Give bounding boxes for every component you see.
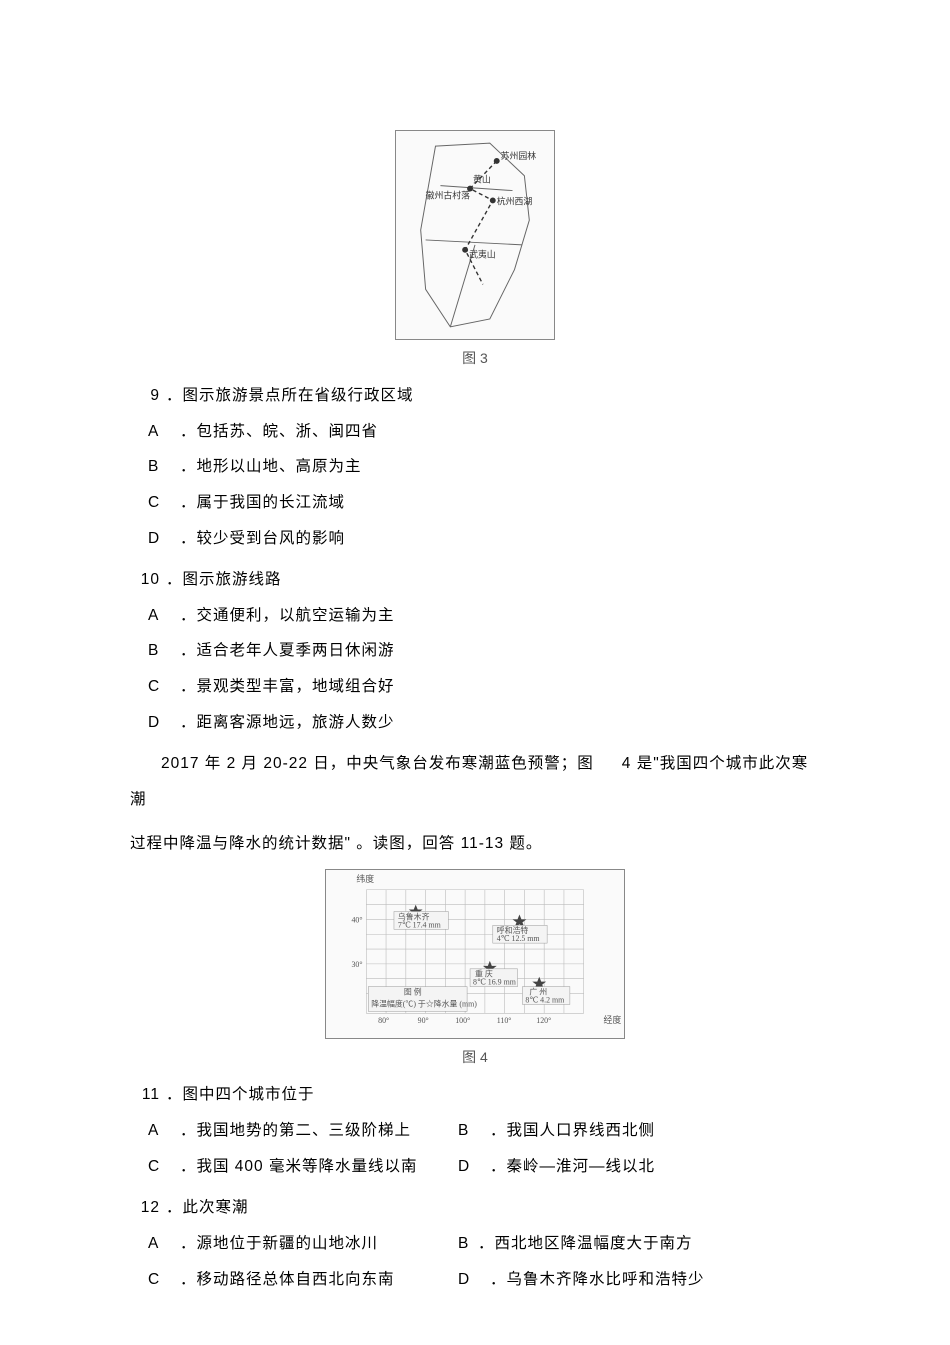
- q9-number: 9: [130, 378, 166, 414]
- question-12: 12．此次寒潮 A．源地位于新疆的山地冰川 B．西北地区降温幅度大于南方 C．移…: [130, 1190, 820, 1297]
- question-10: 10．图示旅游线路 A．交通便利，以航空运输为主 B．适合老年人夏季两日休闲游 …: [130, 562, 820, 740]
- q12-number: 12: [130, 1190, 166, 1226]
- q12-opt-d: ．乌鲁木齐降水比呼和浩特少: [490, 1262, 705, 1298]
- q11-opt-a-label: A: [148, 1113, 180, 1149]
- q11-opt-d-label: D: [458, 1149, 490, 1185]
- fig4-ytick-30: 30°: [351, 960, 362, 969]
- q12-opt-a: ．源地位于新疆的山地冰川: [180, 1226, 378, 1262]
- q11-opt-a: ．我国地势的第二、三级阶梯上: [180, 1113, 411, 1149]
- q9-opt-c: ．属于我国的长江流域: [180, 485, 345, 521]
- fig4-legend-title: 图 例: [404, 987, 422, 997]
- fig4-xtick-90: 90°: [418, 1017, 429, 1026]
- document-page: 苏州园林 黄山 徽州古村落 杭州西湖 武夷山 图 3 9．图示旅游景点所在省级行…: [0, 0, 950, 1297]
- fig4-x-axis-label: 经度: [603, 1015, 621, 1026]
- label-huangshan: 黄山: [473, 174, 491, 185]
- fig4-city-huhehaote: 呼和浩特 4℃ 12.5 mm: [493, 915, 547, 944]
- question-9: 9．图示旅游景点所在省级行政区域 A．包括苏、皖、浙、闽四省 B．地形以山地、高…: [130, 378, 820, 556]
- q9-opt-a-label: A: [148, 414, 180, 450]
- q10-opt-b: ．适合老年人夏季两日休闲游: [180, 633, 395, 669]
- svg-text:4℃ 12.5 mm: 4℃ 12.5 mm: [497, 934, 541, 943]
- q9-text: ．图示旅游景点所在省级行政区域: [166, 378, 820, 414]
- fig4-city-chongqing: 重 庆 8℃ 16.9 mm: [470, 961, 517, 987]
- q12-opt-c: ．移动路径总体自西北向东南: [180, 1262, 395, 1298]
- svg-text:8℃ 4.2 mm: 8℃ 4.2 mm: [525, 996, 565, 1005]
- figure-3-wrap: 苏州园林 黄山 徽州古村落 杭州西湖 武夷山 图 3: [130, 130, 820, 368]
- svg-text:8℃ 16.9 mm: 8℃ 16.9 mm: [473, 978, 517, 987]
- q10-opt-c-label: C: [148, 669, 180, 705]
- q11-opt-c-label: C: [148, 1149, 180, 1185]
- figure-4-wrap: 纬度 经度 40° 30° 80° 90° 100° 110° 120° 图 例…: [130, 869, 820, 1067]
- intro2-part-a: 2017 年 2 月 20-22 日，中央气象台发布寒潮蓝色预警；图: [161, 755, 594, 772]
- figure-3-map: 苏州园林 黄山 徽州古村落 杭州西湖 武夷山: [395, 130, 555, 340]
- q11-opt-d: ．秦岭—淮河—线以北: [490, 1149, 655, 1185]
- fig4-xtick-110: 110°: [497, 1017, 512, 1026]
- q10-opt-d-label: D: [148, 705, 180, 741]
- fig4-city-guangzhou: 广 州 8℃ 4.2 mm: [522, 977, 569, 1005]
- q10-number: 10: [130, 562, 166, 598]
- q11-opt-c: ．我国 400 毫米等降水量线以南: [180, 1149, 417, 1185]
- q10-opt-d: ．距离客源地远，旅游人数少: [180, 705, 395, 741]
- fig4-ytick-40: 40°: [351, 916, 362, 925]
- fig4-xtick-120: 120°: [536, 1017, 551, 1026]
- q9-opt-d-label: D: [148, 521, 180, 557]
- q10-opt-a-label: A: [148, 598, 180, 634]
- q11-opt-b-label: B: [458, 1113, 490, 1149]
- q12-opt-d-label: D: [458, 1262, 490, 1298]
- q11-opt-b: ．我国人口界线西北侧: [490, 1113, 655, 1149]
- fig4-city-wulumuqi: 乌鲁木齐 7℃ 17.4 mm: [394, 905, 448, 930]
- fig4-xtick-80: 80°: [378, 1017, 389, 1026]
- q9-opt-a: ．包括苏、皖、浙、闽四省: [180, 414, 378, 450]
- label-huizhou: 徽州古村落: [426, 189, 470, 200]
- q12-text: ．此次寒潮: [166, 1190, 820, 1226]
- q12-opt-a-label: A: [148, 1226, 180, 1262]
- intro-paragraph-2b: 过程中降温与降水的统计数据" 。读图，回答 11-13 题。: [130, 826, 820, 862]
- q10-text: ．图示旅游线路: [166, 562, 820, 598]
- figure-4-chart: 纬度 经度 40° 30° 80° 90° 100° 110° 120° 图 例…: [325, 869, 625, 1039]
- q9-opt-b: ．地形以山地、高原为主: [180, 449, 362, 485]
- label-suzhou: 苏州园林: [501, 150, 537, 161]
- q9-opt-c-label: C: [148, 485, 180, 521]
- q9-opt-b-label: B: [148, 449, 180, 485]
- q10-opt-a: ．交通便利，以航空运输为主: [180, 598, 395, 634]
- q10-opt-b-label: B: [148, 633, 180, 669]
- q9-opt-d: ．较少受到台风的影响: [180, 521, 345, 557]
- figure-3-caption: 图 3: [130, 348, 820, 368]
- q11-text: ．图中四个城市位于: [166, 1077, 820, 1113]
- q10-opt-c: ．景观类型丰富，地域组合好: [180, 669, 395, 705]
- label-hangzhou: 杭州西湖: [497, 195, 533, 206]
- intro-paragraph-2: 2017 年 2 月 20-22 日，中央气象台发布寒潮蓝色预警；图4 是"我国…: [130, 746, 820, 817]
- intro2-part-c: 过程中降温与降水的统计数据" 。读图，回答 11-13 题。: [130, 835, 542, 852]
- q12-opt-b: ．西北地区降温幅度大于南方: [478, 1226, 693, 1262]
- fig4-xtick-100: 100°: [455, 1017, 470, 1026]
- figure-4-caption: 图 4: [130, 1047, 820, 1067]
- q12-opt-b-label: B: [458, 1226, 478, 1262]
- svg-text:7℃ 17.4 mm: 7℃ 17.4 mm: [398, 921, 442, 930]
- question-11: 11．图中四个城市位于 A．我国地势的第二、三级阶梯上 B．我国人口界线西北侧 …: [130, 1077, 820, 1184]
- fig4-y-axis-label: 纬度: [356, 873, 374, 884]
- q11-number: 11: [130, 1077, 166, 1113]
- fig4-legend-line: 降温幅度(℃) 于☆降水量 (mm): [371, 999, 477, 1009]
- label-wuyi: 武夷山: [469, 249, 496, 260]
- q12-opt-c-label: C: [148, 1262, 180, 1298]
